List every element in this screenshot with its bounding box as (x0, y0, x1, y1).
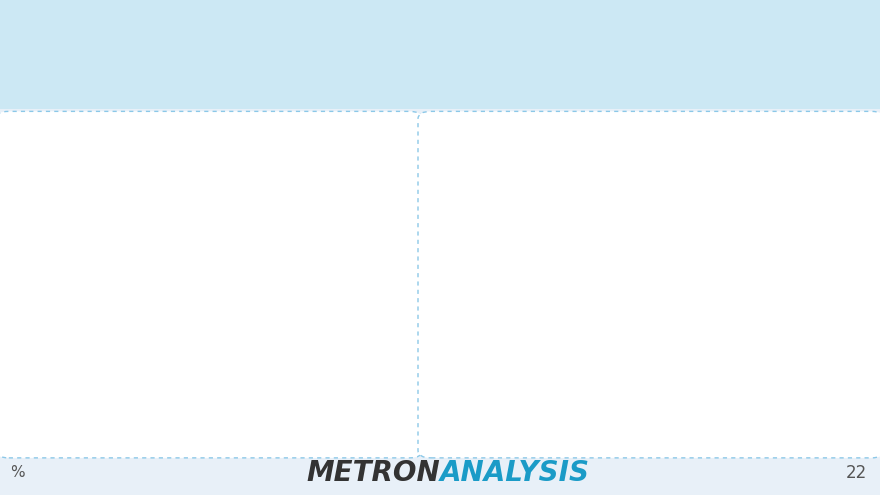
Text: 2: 2 (153, 299, 159, 309)
Text: 4: 4 (475, 413, 483, 423)
Bar (136, 229, 161, 239)
Bar (136, 346, 143, 356)
Bar (136, 205, 167, 216)
Text: 6: 6 (178, 182, 184, 192)
Text: Νατσιός Δημήτρης: Νατσιός Δημήτρης (48, 346, 134, 356)
Text: 6: 6 (476, 383, 483, 393)
Μητσοτάκης (474, 294, 485, 299)
Text: 7: 7 (824, 379, 832, 389)
Text: 22: 22 (846, 464, 867, 482)
Line: Μητσοτάκης: Μητσοτάκης (477, 290, 830, 308)
Μητσοτάκης (648, 294, 658, 299)
Text: 28: 28 (820, 317, 835, 327)
Text: 1: 1 (147, 346, 153, 356)
Text: 4: 4 (165, 229, 172, 239)
Text: 6: 6 (649, 383, 657, 393)
Text: Ανδρουλάκης Νίκος: Ανδρουλάκης Νίκος (44, 159, 134, 168)
Text: 7: 7 (184, 158, 190, 169)
Text: Φάμελλος Σωκράτης: Φάμελλος Σωκράτης (39, 276, 134, 286)
Line: Βελόπουλος: Βελόπουλος (477, 395, 830, 405)
Text: Βελόπουλος: Βελόπουλος (792, 152, 854, 162)
Text: Κασσελάκης Στέφανος: Κασσελάκης Στέφανος (31, 253, 134, 262)
Μητσοτάκης (735, 289, 745, 295)
Text: 28: 28 (312, 135, 324, 145)
Text: 31: 31 (733, 304, 748, 314)
Text: 29: 29 (559, 312, 574, 322)
Ανδρουλάκης (474, 403, 485, 409)
Bar (136, 369, 149, 380)
Text: Άλλος: Άλλος (106, 370, 134, 379)
Text: Κουτσούμπας Δημήτρης: Κουτσούμπας Δημήτρης (24, 299, 134, 309)
Text: %: % (11, 465, 26, 480)
Text: 5: 5 (172, 205, 178, 215)
Text: της χώρας;': της χώρας;' (9, 65, 71, 76)
Text: 5: 5 (737, 408, 744, 418)
Bar (136, 323, 143, 333)
Bar (136, 276, 155, 286)
Text: 6: 6 (562, 383, 570, 393)
Text: 1: 1 (147, 323, 153, 333)
Text: ANALYSIS: ANALYSIS (440, 459, 590, 487)
Ανδρουλάκης (561, 395, 572, 401)
Bar (136, 135, 306, 146)
Text: 'Μεταξύ των πολιτικών αρχηγών ποια/ος νομίζετε ότι είναι καταλληλότερη/ος για πρ: 'Μεταξύ των πολιτικών αρχηγών ποια/ος νο… (9, 42, 524, 52)
Ανδρουλάκης (648, 387, 658, 393)
Text: Μητσοτάκης: Μητσοτάκης (506, 152, 573, 162)
Text: Βαρουφάκης Γιάνης: Βαρουφάκης Γιάνης (43, 323, 134, 332)
Text: Κανένας: Κανένας (95, 394, 134, 403)
Bar (136, 182, 172, 193)
Βελόπουλος (474, 395, 485, 401)
Text: 33: 33 (341, 393, 354, 403)
Text: Διαχρονικά
στοιχεία: Διαχρονικά στοιχεία (616, 120, 686, 148)
Text: 8: 8 (649, 396, 657, 406)
Text: Ανδρουλάκης: Ανδρουλάκης (656, 152, 726, 162)
Text: 2: 2 (153, 370, 159, 380)
Text: 10: 10 (733, 366, 748, 376)
Text: 30: 30 (646, 308, 661, 318)
Bar (136, 393, 337, 403)
Text: 3: 3 (159, 276, 165, 286)
Βελόπουλος (822, 395, 832, 401)
Text: 6: 6 (824, 404, 831, 414)
Bar (136, 299, 149, 310)
Ανδρουλάκης (822, 391, 832, 396)
Μητσοτάκης (822, 302, 832, 308)
Text: Λατινοπούλου Αφροδίτη: Λατινοπούλου Αφροδίτη (24, 229, 134, 239)
Text: Καταλληλότερος Πρωθυπουργός: Καταλληλότερος Πρωθυπουργός (9, 5, 390, 27)
Text: Μητσοτάκης Κυριάκος: Μητσοτάκης Κυριάκος (31, 136, 134, 145)
Text: Κωνσταντοπούλου Ζωή: Κωνσταντοπούλου Ζωή (27, 206, 134, 215)
Βελόπουλος (648, 395, 658, 401)
Text: 30: 30 (472, 308, 487, 318)
Bar (136, 416, 167, 427)
Text: αυθόρμητα: αυθόρμητα (9, 89, 67, 100)
Text: Βελόπουλος Κυριάκος: Βελόπουλος Κυριάκος (34, 182, 134, 192)
Line: Ανδρουλάκης: Ανδρουλάκης (477, 378, 830, 409)
Text: METRON: METRON (306, 459, 440, 487)
Text: 3: 3 (159, 252, 165, 262)
Βελόπουλος (561, 395, 572, 401)
Βελόπουλος (735, 399, 745, 405)
Μητσοτάκης (561, 297, 572, 303)
Bar (136, 252, 155, 263)
Text: 6: 6 (562, 404, 570, 414)
Text: ΔΓ/ΔΑ: ΔΓ/ΔΑ (107, 417, 134, 426)
Bar (136, 158, 179, 169)
Text: 5: 5 (172, 417, 178, 427)
Ανδρουλάκης (735, 378, 745, 384)
